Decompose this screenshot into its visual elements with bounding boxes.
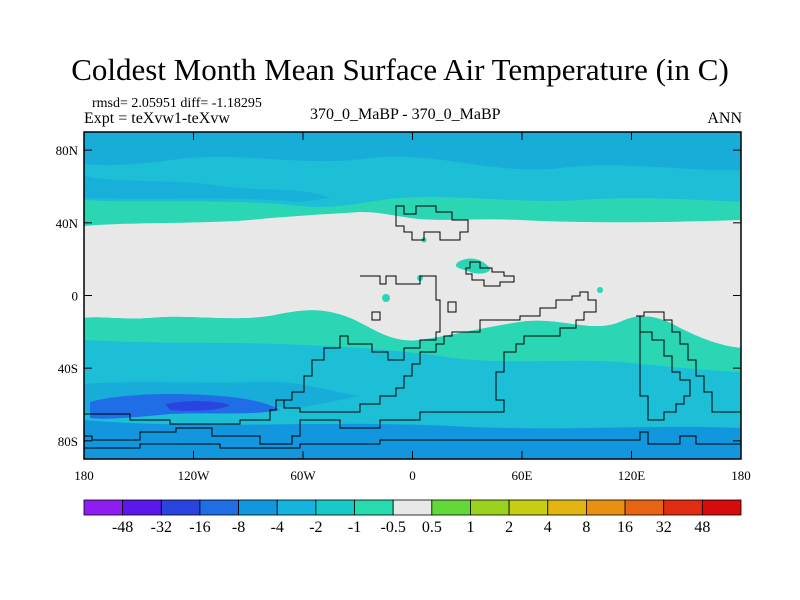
field-band-tropics bbox=[84, 212, 741, 348]
colorbar-swatch bbox=[160, 499, 201, 516]
colorbar-level-label: 16 bbox=[617, 519, 633, 536]
stats-line: rmsd= 2.05951 diff= -1.18295 bbox=[92, 96, 262, 111]
x-tick-label: 0 bbox=[409, 468, 416, 483]
colorbar-level-label: -1 bbox=[348, 519, 361, 536]
map-plot bbox=[84, 132, 741, 459]
colorbar-swatch bbox=[431, 499, 471, 516]
continent-outline-south-left bbox=[84, 399, 284, 425]
period-label: 370_0_MaBP - 370_0_MaBP bbox=[310, 106, 501, 123]
field-patch-speck bbox=[382, 294, 390, 302]
field-band-north-mid bbox=[84, 176, 330, 202]
colorbar-level-label: -16 bbox=[189, 519, 210, 536]
y-tick-label: 80S bbox=[58, 434, 78, 449]
y-axis: 80N 40N 0 40S 80S bbox=[56, 143, 741, 449]
colorbar-level-label: 32 bbox=[656, 519, 672, 536]
y-tick-label: 0 bbox=[72, 289, 79, 304]
field-patch-tropical bbox=[455, 258, 491, 274]
y-tick-label: 80N bbox=[56, 143, 79, 158]
colorbar-swatch bbox=[83, 499, 124, 516]
colorbar-swatch bbox=[547, 499, 587, 516]
continent-outline-island bbox=[447, 301, 457, 313]
continent-outline-central bbox=[84, 275, 597, 445]
colorbar-swatch bbox=[470, 499, 510, 516]
colorbar-level-label: 1 bbox=[466, 519, 474, 536]
colorbar-level-label: -2 bbox=[309, 519, 322, 536]
continent-outline-south-east bbox=[636, 311, 741, 421]
colorbar-swatch bbox=[663, 499, 703, 516]
continent-outline-east bbox=[465, 261, 515, 287]
colorbar-swatch bbox=[392, 499, 433, 516]
colorbar-level-label: 0.5 bbox=[422, 519, 442, 536]
colorbar-swatch bbox=[238, 499, 278, 516]
colorbar-swatch bbox=[122, 499, 162, 516]
continent-outline-polar bbox=[84, 431, 741, 449]
x-tick-label: 120E bbox=[618, 468, 646, 483]
colorbar-swatch bbox=[276, 499, 317, 516]
colorbar-swatch bbox=[508, 499, 549, 516]
x-tick-label: 60E bbox=[512, 468, 533, 483]
x-tick-label: 180 bbox=[74, 468, 94, 483]
y-tick-label: 40S bbox=[58, 361, 78, 376]
colorbar-level-label: -8 bbox=[232, 519, 245, 536]
colorbar-swatch bbox=[624, 499, 665, 516]
colorbar-level-label: -32 bbox=[151, 519, 172, 536]
field-band-north-high bbox=[84, 132, 741, 171]
colorbar-level-label: -4 bbox=[271, 519, 284, 536]
field-band-north-green bbox=[84, 197, 741, 226]
field-band-south-green bbox=[84, 310, 741, 372]
field-patch-speck bbox=[597, 287, 603, 293]
x-tick-label: 120W bbox=[178, 468, 211, 483]
experiment-label: Expt = teXvw1-teXvw bbox=[84, 110, 230, 127]
chart-title: Coldest Month Mean Surface Air Temperatu… bbox=[71, 52, 729, 87]
x-axis: 180 120W 60W 0 60E 120E 180 bbox=[74, 132, 751, 483]
continent-outline-north bbox=[395, 205, 469, 241]
season-label: ANN bbox=[707, 110, 742, 127]
colorbar-swatch bbox=[354, 499, 394, 516]
colorbar-level-label: 8 bbox=[582, 519, 590, 536]
colorbar-swatch bbox=[586, 499, 626, 516]
colorbar-level-label: 4 bbox=[544, 519, 552, 536]
continent-outline-small bbox=[371, 311, 381, 321]
colorbar-level-label: 48 bbox=[694, 519, 710, 536]
colorbar-level-label: 2 bbox=[505, 519, 513, 536]
continent-outlines bbox=[84, 205, 741, 449]
colorbar-swatch bbox=[199, 499, 239, 516]
colorbar: -48 -32 -16 -8 -4 -2 -1 -0.5 0.5 1 2 4 8 16 32 48 bbox=[83, 499, 742, 536]
field-band-south-deepest bbox=[165, 401, 230, 411]
colorbar-level-label: -0.5 bbox=[381, 519, 406, 536]
colorbar-swatch bbox=[701, 499, 742, 516]
colorbar-level-label: -48 bbox=[112, 519, 133, 536]
x-tick-label: 180 bbox=[731, 468, 751, 483]
x-tick-label: 60W bbox=[290, 468, 316, 483]
y-tick-label: 40N bbox=[56, 216, 79, 231]
colorbar-swatch bbox=[315, 499, 355, 516]
